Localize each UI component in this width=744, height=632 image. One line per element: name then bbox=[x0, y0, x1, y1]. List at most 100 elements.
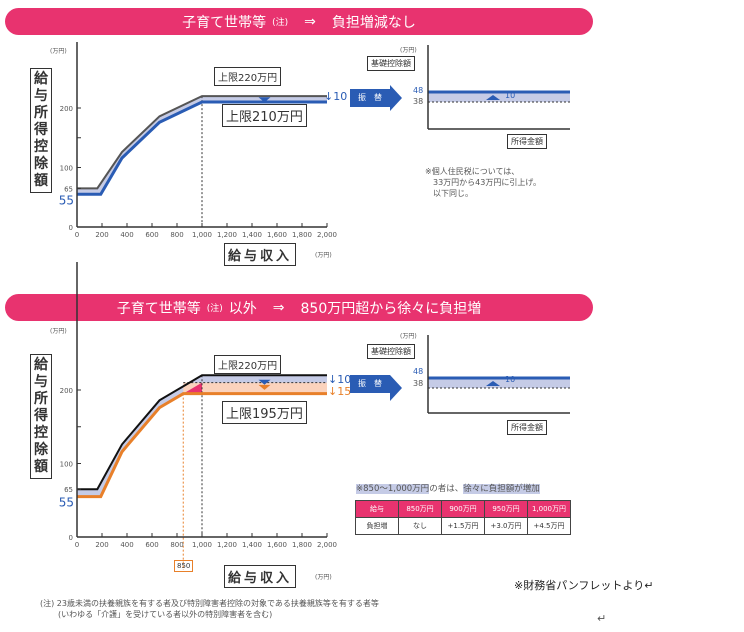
orange-band bbox=[183, 382, 327, 394]
cap-new-label: 上限210万円 bbox=[222, 104, 307, 127]
cell: なし bbox=[398, 517, 442, 535]
unit: (万円) bbox=[400, 47, 417, 54]
cell: +1.5万円 bbox=[441, 517, 485, 535]
banner-title: 子育て世帯等 bbox=[182, 14, 267, 31]
banner-result: 850万円超から徐々に負担増 bbox=[300, 300, 482, 317]
table-caption: ※850〜1,000万円の者は、徐々に負担額が増加 bbox=[356, 484, 540, 495]
tick-48: 48 bbox=[413, 86, 424, 95]
x-axis-label: 給与収入 bbox=[224, 565, 297, 588]
banner-suffix: 以外 bbox=[228, 300, 257, 317]
y-start-new: 55 bbox=[59, 193, 74, 207]
series-new-line bbox=[77, 392, 327, 499]
x-unit: (万円) bbox=[315, 252, 332, 259]
banner-childcare: 子育て世帯等 (注) ⇒ 負担増減なし bbox=[5, 8, 593, 35]
x-tick-label: 600 bbox=[145, 541, 158, 549]
arrow-head-icon bbox=[390, 85, 402, 111]
y-tick-label: 100 bbox=[60, 461, 73, 469]
diff-value: 10 bbox=[337, 373, 352, 386]
cap-old-label: 上限220万円 bbox=[214, 67, 282, 86]
y-tick-label: 200 bbox=[60, 105, 73, 113]
y-tick-label: 0 bbox=[69, 534, 73, 542]
x-tick-label: 2,000 bbox=[317, 541, 337, 549]
basic-deduction-label: 基礎控除額 bbox=[367, 344, 415, 359]
x-tick-label: 600 bbox=[145, 231, 158, 239]
marker-850: 850 bbox=[174, 560, 194, 572]
down-arrow-icon bbox=[258, 97, 271, 103]
x-tick-label: 1,600 bbox=[267, 541, 287, 549]
burden-table: 給与 850万円 900万円 950万円 1,000万円 負担増 なし +1.5万円 +3.0… bbox=[355, 500, 571, 535]
table-row: 負担増 なし +1.5万円 +3.0万円 +4.5万円 bbox=[355, 517, 571, 535]
note-line: 以下同じ。 bbox=[433, 189, 473, 198]
swap-arrow: 振 替 bbox=[350, 375, 390, 393]
y-start-new: 55 bbox=[59, 496, 74, 510]
resident-tax-note: ※個人住民税については、 33万円から43万円に引上げ。 以下同じ。 bbox=[425, 166, 541, 199]
footnote-line: (注) 23歳未満の扶養親族を有する者及び特別障害者控除の対象である扶養親族等を… bbox=[40, 599, 379, 608]
y-unit: (万円) bbox=[50, 328, 67, 335]
banner-note: (注) bbox=[272, 18, 289, 28]
x-tick-label: 1,200 bbox=[217, 541, 237, 549]
x-tick-label: 1,400 bbox=[242, 231, 262, 239]
caption-c: 徐々に負担額が増加 bbox=[463, 484, 540, 494]
x-tick-label: 1,800 bbox=[292, 231, 312, 239]
x-tick-label: 0 bbox=[75, 231, 79, 239]
source-note: ※財務省パンフレットより↵ bbox=[514, 579, 654, 592]
series-old-line bbox=[77, 374, 327, 491]
x-tick-label: 1,000 bbox=[192, 541, 212, 549]
cell: 850万円 bbox=[398, 500, 442, 518]
cap-new-label: 上限195万円 bbox=[222, 401, 307, 424]
y-tick-label: 65 bbox=[64, 185, 73, 193]
table-header-row: 給与 850万円 900万円 950万円 1,000万円 bbox=[355, 500, 571, 518]
footnote-line: (いわゆる「介護」を受けている者以外の特別障害者を含む) bbox=[58, 610, 273, 619]
diff-value: 15 bbox=[337, 385, 352, 398]
x-axis-label: 給与収入 bbox=[224, 243, 297, 266]
arrow: ⇒ bbox=[304, 13, 316, 30]
cell: 1,000万円 bbox=[527, 500, 571, 518]
cell: +3.0万円 bbox=[484, 517, 528, 535]
x-tick-label: 400 bbox=[120, 541, 133, 549]
y-unit: (万円) bbox=[50, 48, 67, 55]
unit: (万円) bbox=[400, 333, 417, 340]
y-tick-label: 100 bbox=[60, 165, 73, 173]
tick-38: 38 bbox=[413, 97, 424, 106]
swap-arrow: 振 替 bbox=[350, 89, 390, 107]
y-tick-label: 200 bbox=[60, 387, 73, 395]
y-axis-label: 給与所得控除額 bbox=[30, 354, 52, 479]
income-label: 所得金額 bbox=[507, 134, 547, 149]
cell: +4.5万円 bbox=[527, 517, 571, 535]
banner-other: 子育て世帯等 (注) 以外 ⇒ 850万円超から徐々に負担増 bbox=[5, 294, 593, 321]
basic-diff: 10 bbox=[505, 375, 516, 384]
diff-value: 10 bbox=[333, 90, 348, 103]
down-arrow-icon bbox=[258, 379, 271, 385]
up-arrow-icon bbox=[486, 381, 500, 386]
x-tick-label: 2,000 bbox=[317, 231, 337, 239]
basic-deduction-label: 基礎控除額 bbox=[367, 56, 415, 71]
banner-result: 負担増減なし bbox=[331, 14, 416, 31]
series-old-line bbox=[77, 95, 327, 190]
x-tick-label: 1,400 bbox=[242, 541, 262, 549]
y-tick-label: 65 bbox=[64, 486, 73, 494]
basic-band bbox=[428, 378, 570, 388]
y-axis-label: 給与所得控除額 bbox=[30, 68, 52, 193]
x-tick-label: 200 bbox=[95, 231, 108, 239]
x-tick-label: 0 bbox=[75, 541, 79, 549]
note-line: ※個人住民税については、 bbox=[425, 167, 520, 176]
x-tick-label: 200 bbox=[95, 541, 108, 549]
footnote: (注) 23歳未満の扶養親族を有する者及び特別障害者控除の対象である扶養親族等を… bbox=[40, 598, 379, 620]
banner-title: 子育て世帯等 bbox=[116, 300, 201, 317]
cell: 950万円 bbox=[484, 500, 528, 518]
cell: 給与 bbox=[355, 500, 399, 518]
x-tick-label: 400 bbox=[120, 231, 133, 239]
y-tick-label: 0 bbox=[69, 224, 73, 232]
x-tick-label: 1,800 bbox=[292, 541, 312, 549]
banner-note: (注) bbox=[206, 304, 223, 314]
x-tick-label: 800 bbox=[170, 541, 183, 549]
x-unit: (万円) bbox=[315, 574, 332, 581]
return-mark: ↵ bbox=[597, 612, 607, 625]
pink-triangle bbox=[183, 382, 202, 394]
down-arrow-icon bbox=[258, 384, 271, 390]
income-label: 所得金額 bbox=[507, 420, 547, 435]
arrow-head-icon bbox=[390, 375, 402, 401]
diff-label: ↓15 bbox=[328, 385, 352, 398]
cell: 負担増 bbox=[355, 517, 399, 535]
x-tick-label: 1,200 bbox=[217, 231, 237, 239]
